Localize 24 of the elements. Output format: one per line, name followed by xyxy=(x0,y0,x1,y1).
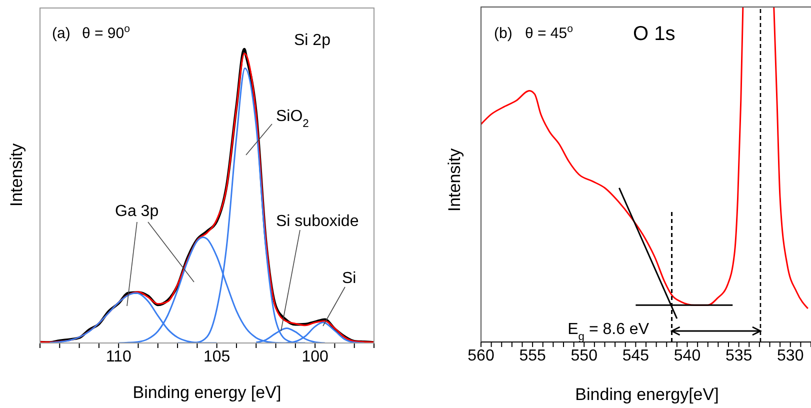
y-axis-title: Intensity xyxy=(7,142,26,207)
annotation: SiO$_{2}$ xyxy=(276,108,309,130)
x-tick-label: 555 xyxy=(519,347,546,364)
x-tick-label: 105 xyxy=(203,348,230,366)
x-tick-label: 550 xyxy=(570,347,598,364)
x-tick-label: 530 xyxy=(777,347,804,364)
text: (a) xyxy=(52,25,70,42)
x-axis-title: Binding energy[eV] xyxy=(575,385,719,404)
x-axis-title: Binding energy [eV] xyxy=(132,383,282,402)
annotation: Ga 3p xyxy=(115,203,159,220)
x-tick-label: 540 xyxy=(674,347,701,364)
x-tick-label: 545 xyxy=(622,347,650,364)
x-tick-label: 560 xyxy=(468,347,494,364)
x-tick-label: 535 xyxy=(725,347,752,364)
x-tick-label: 110 xyxy=(106,348,132,366)
annotation: Si xyxy=(342,270,356,287)
annotation: θ = 45$^{o}$ xyxy=(525,23,574,42)
text: θ = 90$^{o}$ xyxy=(82,23,130,42)
text: Si 2p xyxy=(294,32,331,49)
annotation: (b) xyxy=(494,25,512,42)
y-axis-title: Intensity xyxy=(445,148,464,212)
annotation: Si suboxide xyxy=(276,213,359,230)
annotation: O 1s xyxy=(633,23,676,45)
x-tick-label: 100 xyxy=(302,348,329,366)
